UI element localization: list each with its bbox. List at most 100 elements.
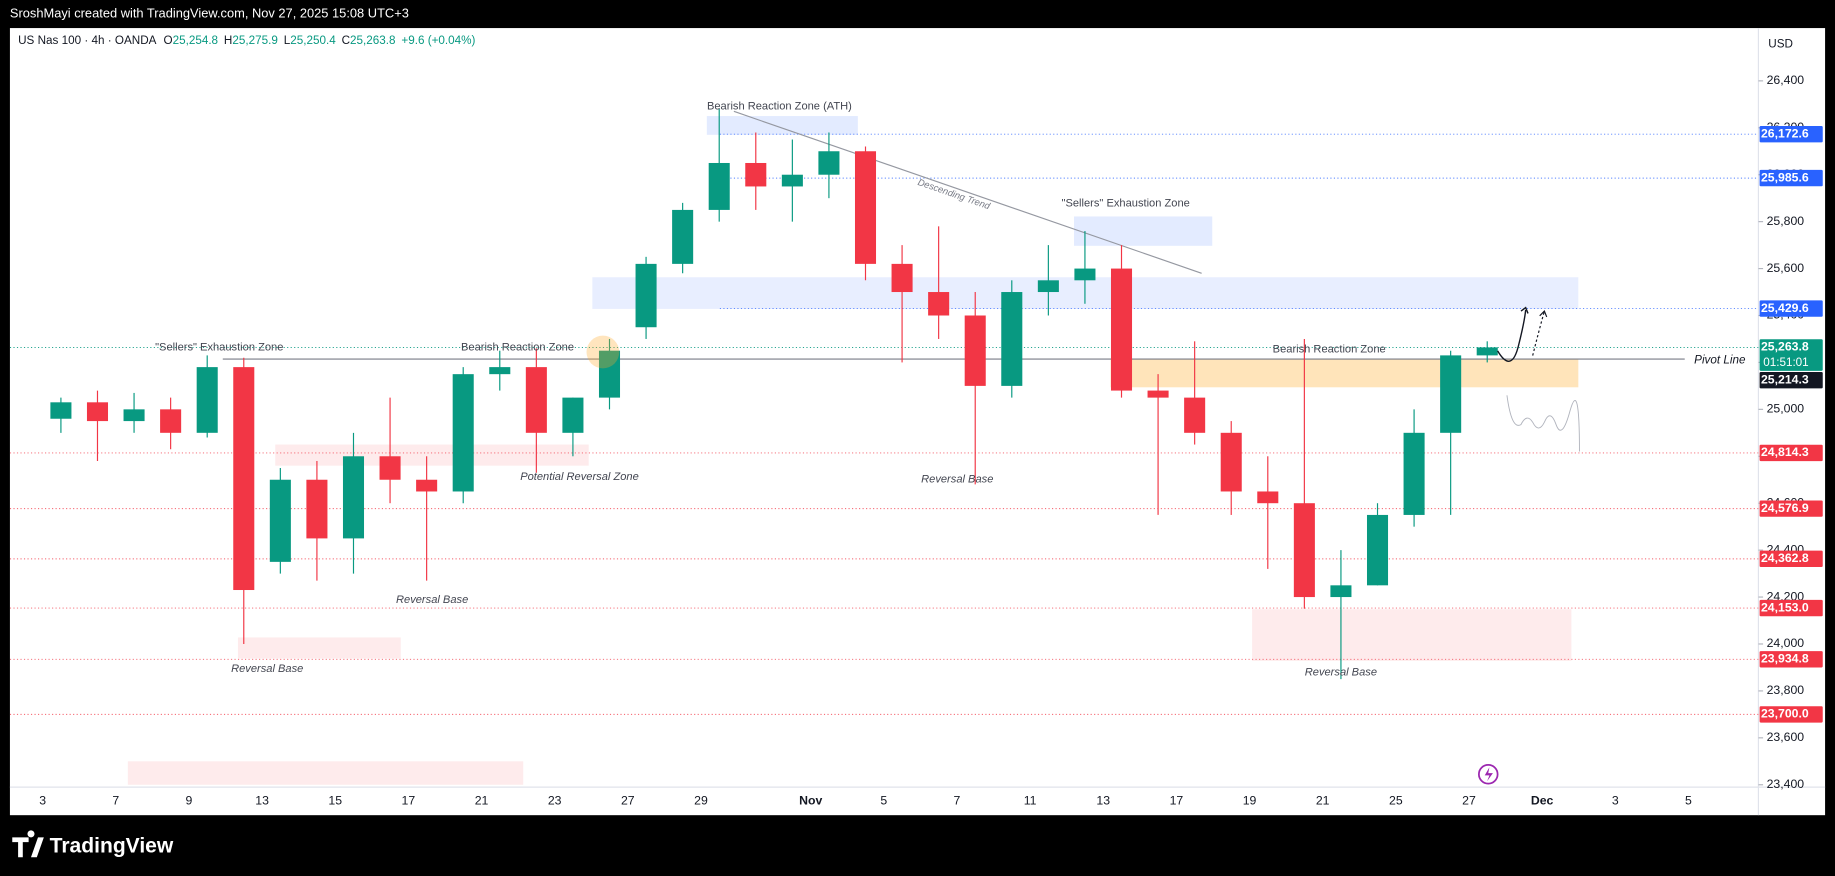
x-tick-label: 17 [402, 793, 416, 807]
price-badge-label: 25,263.8 [1761, 340, 1809, 354]
y-tick-label: 24,000 [1767, 636, 1805, 650]
y-tick-label: 23,400 [1767, 777, 1805, 791]
legend-value: 25,254.8 [173, 34, 218, 47]
legend-key: H [224, 34, 232, 47]
candle-body [1184, 397, 1206, 433]
candle-body [708, 162, 730, 210]
chart-background [9, 28, 1826, 816]
price-badge-label: 24,153.0 [1761, 600, 1809, 614]
candle-body [1147, 390, 1169, 398]
footer: TradingView [12, 830, 174, 857]
price-badge [1759, 444, 1823, 462]
candle-body [891, 263, 913, 293]
price-badge-label: 23,934.8 [1761, 652, 1809, 666]
x-tick-label: 27 [1462, 793, 1476, 807]
x-tick-label: 15 [328, 793, 342, 807]
x-tick-label: 25 [1389, 793, 1403, 807]
candle-body [562, 397, 584, 433]
y-tick-label: 23,800 [1767, 683, 1805, 697]
annotation: "Sellers" Exhaustion Zone [155, 341, 283, 353]
candle-body [635, 263, 657, 328]
candle-body [196, 367, 218, 433]
candle-body [379, 456, 401, 480]
candle-body [452, 374, 474, 492]
candle-body [50, 402, 72, 419]
countdown: 01:51:01 [1763, 356, 1809, 369]
x-tick-label: 5 [1685, 793, 1692, 807]
price-badge [1759, 372, 1823, 389]
price-badge [1759, 550, 1823, 568]
x-tick-label: 3 [39, 793, 46, 807]
x-tick-label: 3 [1612, 793, 1619, 807]
annotation: "Sellers" Exhaustion Zone [1062, 197, 1190, 209]
price-badge [1759, 126, 1823, 143]
price-badge [1759, 339, 1823, 371]
x-tick-label: 13 [1096, 793, 1110, 807]
candle-body [123, 409, 145, 422]
price-badge-label: 24,362.8 [1761, 551, 1809, 565]
annotation: Reversal Base [1305, 666, 1377, 678]
zone [127, 761, 524, 785]
currency: USD [1768, 38, 1793, 51]
candle-body [306, 479, 328, 539]
candle-body [1330, 585, 1352, 598]
trend-line [733, 110, 1202, 274]
candle-body [160, 409, 182, 433]
zone [706, 116, 858, 135]
candle-body [1110, 268, 1133, 391]
price-badge-label: 25,429.6 [1761, 301, 1809, 315]
zone [237, 637, 401, 659]
candle-body [1293, 503, 1315, 598]
annotation: Potential Reversal Zone [520, 471, 639, 483]
candle-body [745, 162, 767, 187]
annotation: Bearish Reaction Zone [461, 341, 574, 353]
candle-body [1001, 292, 1023, 386]
price-badge-label: 26,172.6 [1761, 126, 1809, 140]
legend-key: C [342, 34, 350, 47]
candle-body [233, 367, 255, 591]
zone [1074, 216, 1213, 246]
y-tick-label: 24,200 [1767, 589, 1805, 603]
x-tick-label: Nov [799, 793, 822, 807]
candle-body [964, 315, 986, 386]
candle-body [416, 479, 438, 492]
candle-body [1074, 268, 1096, 281]
candle-body [1476, 347, 1498, 356]
x-tick-label: 17 [1170, 793, 1184, 807]
candle-body [1440, 355, 1462, 433]
y-tick-label: 26,400 [1767, 73, 1805, 87]
candle-body [342, 456, 365, 539]
y-tick-label: 25,600 [1767, 261, 1805, 275]
x-tick-label: 7 [112, 793, 119, 807]
annotation: Bearish Reaction Zone (ATH) [707, 100, 852, 112]
event-icon[interactable] [1478, 764, 1499, 785]
annotation: Reversal Base [396, 594, 468, 606]
x-tick-label: 21 [475, 793, 489, 807]
price-badge [1759, 651, 1823, 668]
price-badge-label: 24,814.3 [1761, 445, 1809, 459]
legend-value: 25,263.8 [350, 34, 395, 47]
price-badge [1759, 169, 1823, 187]
candle-body [928, 292, 950, 316]
zone [275, 444, 589, 466]
candle-body [1403, 432, 1425, 515]
symbol: US Nas 100 · 4h · OANDA [18, 34, 157, 47]
x-tick-label: 13 [255, 793, 269, 807]
projection-arrow [1496, 309, 1527, 362]
candle-body [269, 479, 291, 562]
logo-icon [12, 830, 44, 858]
arrow-head [1539, 310, 1548, 318]
candle-body [489, 367, 511, 375]
candle-body [86, 402, 109, 422]
price-badge-label: 23,700.0 [1761, 707, 1809, 721]
price-badge-label: 25,985.6 [1761, 170, 1809, 184]
alternative-path [1506, 395, 1580, 452]
x-tick-label: 23 [548, 793, 562, 807]
x-tick-label: 11 [1024, 793, 1037, 807]
candle-body [598, 350, 621, 398]
x-tick-label: 7 [954, 793, 961, 807]
candle-body [672, 209, 694, 264]
x-tick-label: 9 [186, 793, 193, 807]
candle-body [854, 151, 877, 264]
